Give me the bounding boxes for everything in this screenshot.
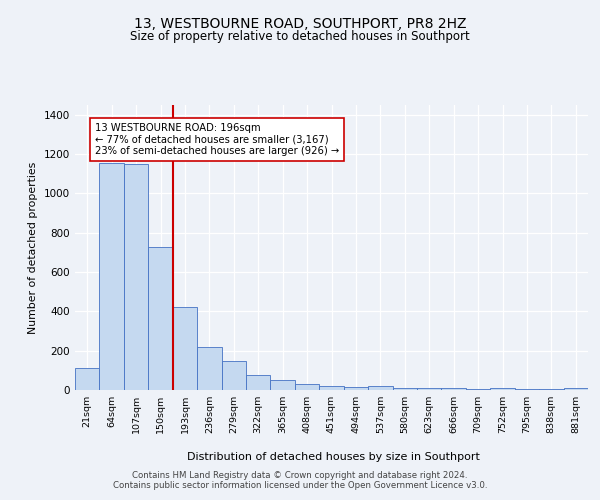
Bar: [368, 386, 392, 390]
Bar: [75, 368, 100, 390]
Bar: [246, 376, 271, 390]
Text: Contains public sector information licensed under the Open Government Licence v3: Contains public sector information licen…: [113, 482, 487, 490]
Bar: [100, 163, 124, 390]
Bar: [515, 389, 539, 390]
Bar: [124, 164, 148, 390]
Bar: [539, 389, 563, 390]
Bar: [271, 380, 295, 390]
Bar: [417, 388, 442, 390]
Bar: [442, 388, 466, 390]
Bar: [221, 360, 246, 390]
Y-axis label: Number of detached properties: Number of detached properties: [28, 162, 38, 334]
Text: Distribution of detached houses by size in Southport: Distribution of detached houses by size …: [187, 452, 479, 462]
Text: Size of property relative to detached houses in Southport: Size of property relative to detached ho…: [130, 30, 470, 43]
Bar: [197, 347, 221, 390]
Bar: [295, 384, 319, 390]
Bar: [392, 388, 417, 390]
Bar: [148, 246, 173, 390]
Bar: [466, 389, 490, 390]
Bar: [173, 308, 197, 390]
Bar: [490, 388, 515, 390]
Text: Contains HM Land Registry data © Crown copyright and database right 2024.: Contains HM Land Registry data © Crown c…: [132, 472, 468, 480]
Bar: [319, 386, 344, 390]
Bar: [563, 388, 588, 390]
Text: 13, WESTBOURNE ROAD, SOUTHPORT, PR8 2HZ: 13, WESTBOURNE ROAD, SOUTHPORT, PR8 2HZ: [134, 18, 466, 32]
Bar: [344, 387, 368, 390]
Text: 13 WESTBOURNE ROAD: 196sqm
← 77% of detached houses are smaller (3,167)
23% of s: 13 WESTBOURNE ROAD: 196sqm ← 77% of deta…: [95, 122, 339, 156]
